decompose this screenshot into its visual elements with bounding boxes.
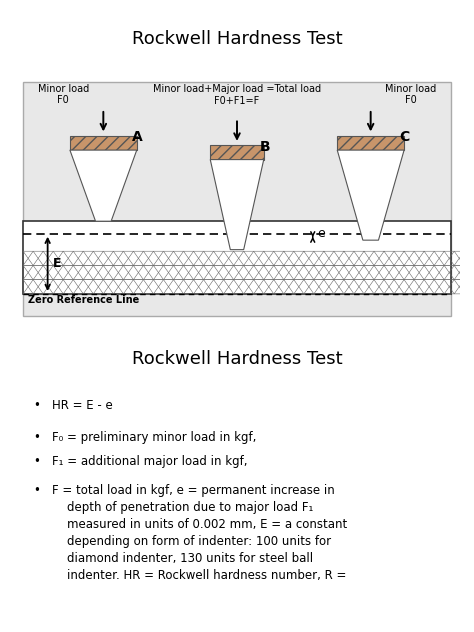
- Bar: [337, 136, 404, 150]
- Text: A: A: [132, 130, 143, 145]
- Text: F = total load in kgf, e = permanent increase in
    depth of penetration due to: F = total load in kgf, e = permanent inc…: [52, 483, 347, 581]
- Text: Minor load
F0: Minor load F0: [37, 84, 89, 106]
- Text: •: •: [33, 454, 40, 468]
- Bar: [23, 82, 451, 316]
- Text: e: e: [317, 228, 325, 240]
- Text: •: •: [33, 483, 40, 497]
- Text: •: •: [33, 432, 40, 444]
- Bar: [210, 145, 264, 159]
- Text: Rockwell Hardness Test: Rockwell Hardness Test: [132, 30, 342, 48]
- Text: Minor load
F0: Minor load F0: [385, 84, 437, 106]
- Text: F₀ = preliminary minor load in kgf,: F₀ = preliminary minor load in kgf,: [52, 432, 256, 444]
- Text: Zero Reference Line: Zero Reference Line: [27, 296, 139, 305]
- Polygon shape: [210, 159, 264, 250]
- Text: •: •: [33, 399, 40, 413]
- Bar: [70, 136, 137, 150]
- Polygon shape: [337, 150, 404, 240]
- Text: B: B: [259, 140, 270, 154]
- Text: F0+F1=F: F0+F1=F: [214, 96, 260, 106]
- Text: HR = E - e: HR = E - e: [52, 399, 113, 413]
- Text: Rockwell Hardness Test: Rockwell Hardness Test: [132, 350, 342, 368]
- Text: C: C: [400, 130, 410, 145]
- Polygon shape: [70, 150, 137, 221]
- Text: Minor load+Major load =Total load: Minor load+Major load =Total load: [153, 84, 321, 94]
- Text: E: E: [53, 257, 62, 270]
- Bar: [23, 221, 451, 294]
- Text: F₁ = additional major load in kgf,: F₁ = additional major load in kgf,: [52, 454, 247, 468]
